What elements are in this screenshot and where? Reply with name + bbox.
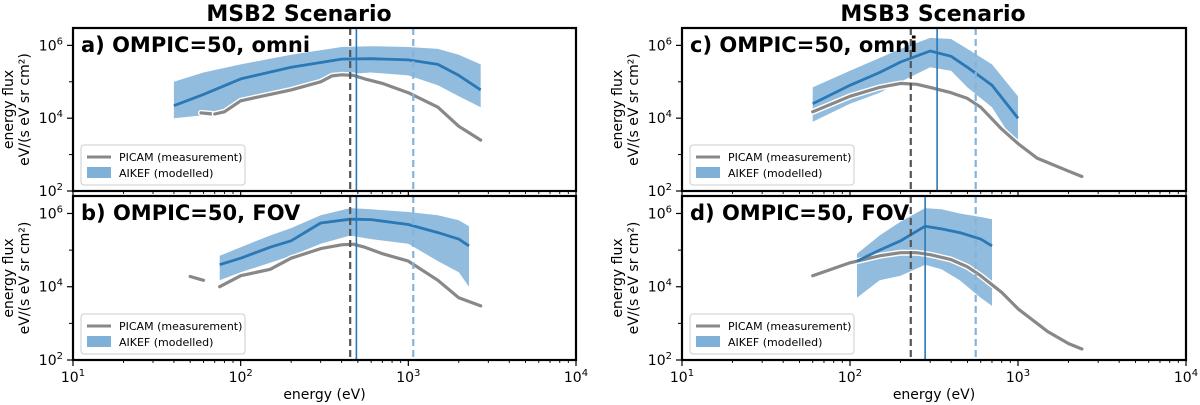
x-tick-label: 102 [838,368,862,386]
legend-label-measurement: PICAM (measurement) [119,320,242,333]
legend-label-model: AIKEF (modelled) [119,167,213,180]
measurement-line [811,81,1084,179]
y-tick-label: 102 [39,182,63,200]
legend-label-measurement: PICAM (measurement) [728,320,851,333]
y-axis-label: energy fluxeV/(s eV sr cm²) [1,222,33,335]
x-tick-label: 101 [670,368,694,386]
panel-label: c) OMPIC=50, omni [690,33,917,57]
legend-box [689,144,855,186]
axes-frame [71,26,578,193]
y-axis-label: energy fluxeV/(s eV sr cm²) [610,53,642,166]
y-tick-label: 102 [39,351,63,369]
axes-frame [680,26,1188,193]
model-line [856,224,993,263]
panel-label: b) OMPIC=50, FOV [81,201,301,225]
title-right: MSB3 Scenario [840,2,1025,27]
panel-label: d) OMPIC=50, FOV [690,201,910,225]
x-tick-label: 104 [1174,368,1198,386]
legend-swatch-model [87,167,111,178]
x-tick-label: 104 [564,368,588,386]
model-line [812,49,1020,120]
legend-label-measurement: PICAM (measurement) [728,151,851,164]
legend-swatch-model [87,336,111,347]
legend-box [689,313,855,355]
y-tick-label: 106 [39,204,63,222]
x-axis-label: energy (eV) [893,387,975,403]
measurement-line [213,73,483,142]
y-tick-label: 106 [39,36,63,54]
y-tick-label: 106 [648,204,672,222]
y-tick-label: 104 [648,278,672,296]
y-tick-label: 104 [648,109,672,127]
measurement-fragment [199,111,215,116]
legend-box [80,313,246,355]
panel-label: a) OMPIC=50, omni [81,33,310,57]
y-axis-label: energy fluxeV/(s eV sr cm²) [1,53,33,166]
x-axis-label: energy (eV) [283,387,365,403]
y-tick-label: 104 [39,278,63,296]
x-tick-label: 101 [61,368,85,386]
y-tick-label: 104 [39,109,63,127]
plot-area [809,196,1085,360]
y-axis-label: energy fluxeV/(s eV sr cm²) [610,222,642,335]
x-tick-label: 103 [396,368,420,386]
panel-a: 102 104 106 energy fluxeV/(s eV sr cm²) a) O… [1,26,578,200]
legend-swatch-model [696,167,720,178]
x-tick-label: 102 [229,368,253,386]
plot-area [809,28,1085,191]
legend-swatch-model [696,336,720,347]
title-left: MSB2 Scenario [206,2,391,27]
legend-label-measurement: PICAM (measurement) [119,151,242,164]
legend-box [80,144,246,186]
legend-label-model: AIKEF (modelled) [728,336,822,349]
model-band [219,208,469,287]
y-tick-label: 102 [648,351,672,369]
legend-label-model: AIKEF (modelled) [119,336,213,349]
y-tick-label: 106 [648,36,672,54]
measurement-fragment [188,274,206,282]
legend-label-model: AIKEF (modelled) [728,167,822,180]
measurement-line [811,251,1084,351]
axes-frame [71,194,578,362]
x-tick-label: 103 [1006,368,1030,386]
measurement-line [218,242,483,308]
y-tick-label: 102 [648,182,672,200]
axes-frame [680,194,1188,362]
plot-area [173,28,484,191]
plot-area [187,196,484,360]
panel-c: 102 104 106 energy fluxeV/(s eV sr cm²) c) O… [610,26,1188,200]
